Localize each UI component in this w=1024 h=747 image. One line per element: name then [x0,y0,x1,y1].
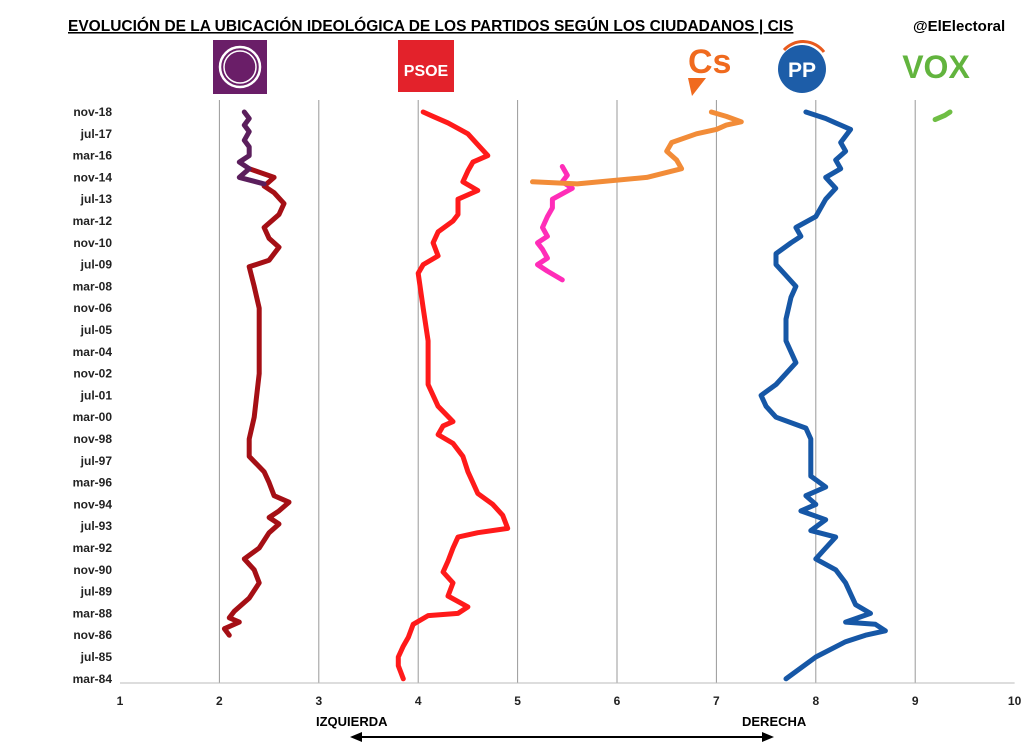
y-tick-label: jul-09 [80,258,113,272]
y-tick-label: jul-93 [80,519,113,533]
y-tick-label: mar-92 [73,541,113,555]
y-tick-label: jul-01 [80,388,113,402]
podemos-logo [213,40,267,94]
series-line-6 [932,109,953,123]
x-tick-label: 10 [1008,694,1022,708]
y-tick-label: mar-16 [73,149,113,163]
y-tick-label: nov-86 [73,628,112,642]
vox-logo-text: VOX [902,49,970,85]
x-tick-label: 1 [117,694,124,708]
x-tick-label: 7 [713,694,720,708]
x-tick-label: 5 [514,694,521,708]
y-tick-label: nov-18 [73,105,112,119]
y-tick-label: mar-88 [73,606,113,620]
y-tick-label: jul-97 [80,454,113,468]
y-tick-label: jul-13 [80,192,113,206]
y-tick-label: nov-94 [73,497,112,511]
x-tick-label: 8 [812,694,819,708]
psoe-logo: PSOE [398,40,454,92]
vox-logo: VOX [902,49,970,85]
y-tick-label: nov-10 [73,236,112,250]
series-line-2 [395,109,511,682]
direction-arrow [350,732,774,742]
y-tick-label: mar-12 [73,214,113,228]
y-tick-label: mar-96 [73,476,113,490]
series-line-1 [236,109,267,187]
y-tick-label: nov-02 [73,367,112,381]
y-tick-label: nov-98 [73,432,112,446]
y-tick-label: mar-00 [73,410,113,424]
y-tick-label: mar-08 [73,279,113,293]
y-tick-label: nov-14 [73,170,112,184]
y-tick-label: nov-90 [73,563,112,577]
series-line-4 [530,109,744,187]
x-axis-ticks: 1 2 3 4 5 6 7 8 9 10 [117,694,1022,708]
y-tick-label: mar-04 [73,345,113,359]
y-tick-label: jul-85 [80,650,113,664]
x-tick-label: 9 [912,694,919,708]
chart-title: EVOLUCIÓN DE LA UBICACIÓN IDEOLÓGICA DE … [68,17,793,35]
cs-logo-text: Cs [688,43,731,81]
psoe-logo-text: PSOE [404,63,449,80]
series-line-5 [758,109,888,682]
y-tick-label: nov-06 [73,301,112,315]
series-lines [221,109,953,682]
pp-logo: PP [778,40,826,93]
x-label-right: DERECHA [742,714,807,729]
y-tick-label: jul-89 [80,585,113,599]
x-tick-label: 4 [415,694,422,708]
y-tick-label: jul-05 [80,323,113,337]
x-tick-label: 2 [216,694,223,708]
grid-lines [120,100,1015,684]
series-line-0 [221,166,292,638]
y-tick-label: mar-84 [73,672,113,686]
y-axis-ticks: nov-18 jul-17 mar-16 nov-14 jul-13 mar-12 nov-… [73,105,113,686]
cs-logo: Cs [688,43,731,96]
y-tick-label: jul-17 [80,127,113,141]
x-tick-label: 6 [614,694,621,708]
x-label-left: IZQUIERDA [316,714,388,729]
x-tick-label: 3 [315,694,322,708]
pp-logo-text: PP [788,59,816,82]
chart-credit: @ElElectoral [913,18,1005,35]
